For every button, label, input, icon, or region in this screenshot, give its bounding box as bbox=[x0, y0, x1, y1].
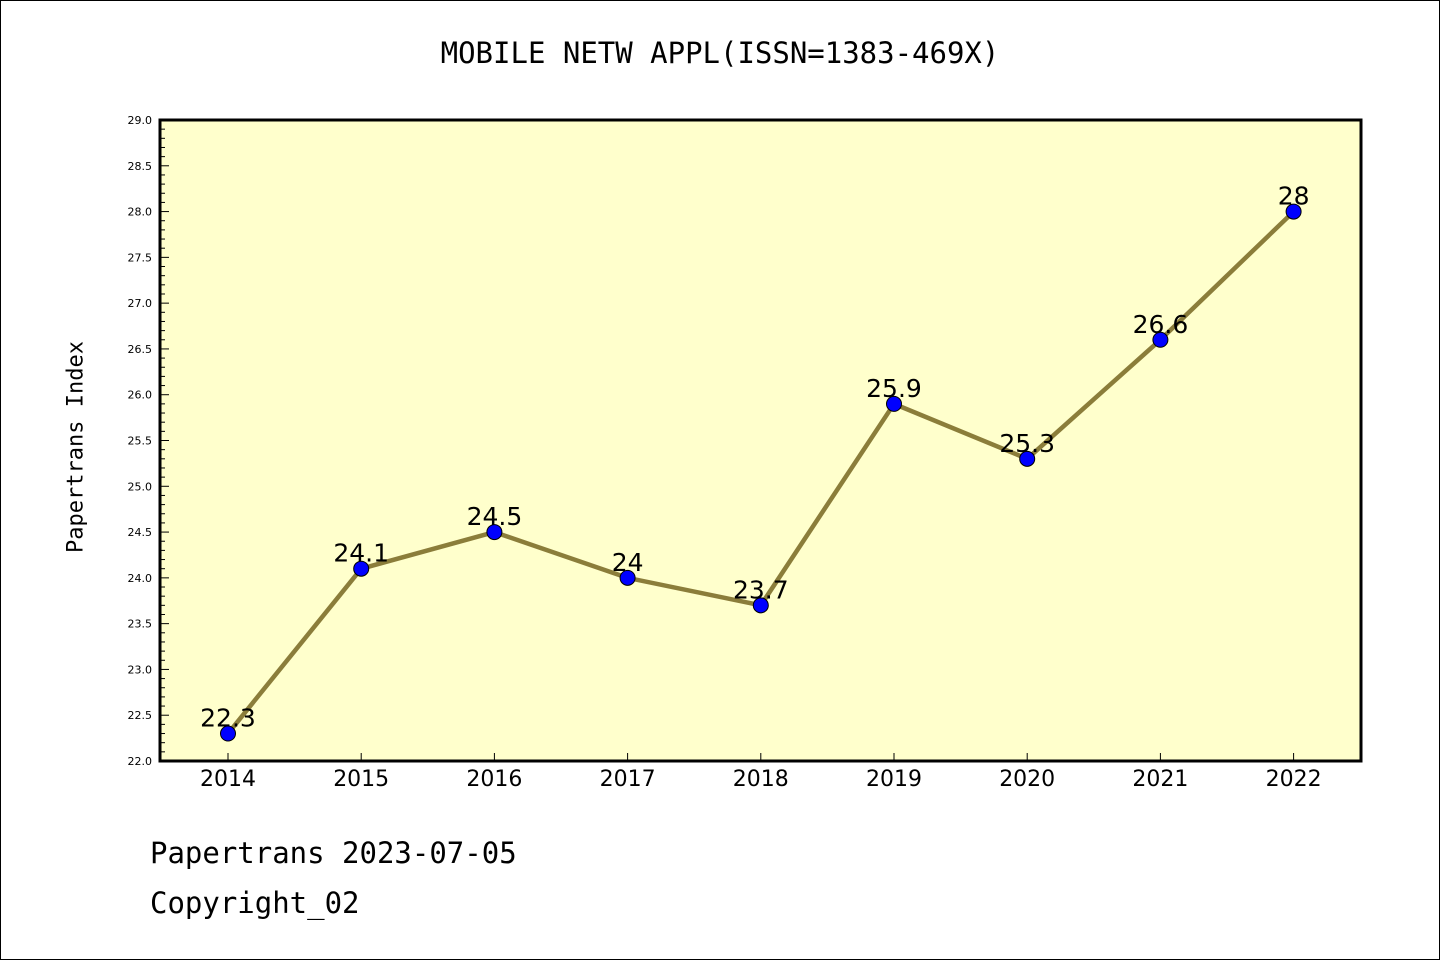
y-tick-label: 28.5 bbox=[128, 160, 153, 173]
y-tick-label: 25.5 bbox=[128, 435, 153, 448]
series-line bbox=[220, 203, 1302, 742]
data-point bbox=[1152, 331, 1169, 348]
plot-border bbox=[158, 118, 1363, 763]
x-tick-label: 2018 bbox=[733, 767, 789, 792]
data-point bbox=[1285, 203, 1302, 220]
footer-date: Papertrans 2023-07-05 bbox=[150, 836, 517, 870]
chart-title: MOBILE NETW APPL(ISSN=1383-469X) bbox=[440, 36, 1000, 70]
data-point bbox=[1019, 450, 1036, 467]
y-tick-label: 25.0 bbox=[128, 480, 153, 493]
y-tick-label: 27.0 bbox=[128, 297, 153, 310]
data-point bbox=[886, 395, 902, 412]
y-tick-label: 27.5 bbox=[128, 251, 153, 264]
data-label: 23.7 bbox=[733, 575, 789, 604]
data-label: 24.1 bbox=[333, 539, 389, 568]
x-tick-label: 2015 bbox=[333, 767, 389, 792]
data-label: 24 bbox=[612, 548, 644, 577]
y-tick-label: 26.0 bbox=[128, 389, 153, 402]
footer-copyright: Copyright_02 bbox=[150, 886, 360, 920]
x-tick-label: 2019 bbox=[866, 767, 922, 792]
x-tick-label: 2017 bbox=[600, 767, 656, 792]
x-tick-label: 2020 bbox=[999, 767, 1055, 792]
y-tick-label: 28.0 bbox=[128, 206, 153, 219]
data-label: 28 bbox=[1278, 182, 1310, 211]
data-label: 25.9 bbox=[866, 374, 922, 403]
x-tick-label: 2014 bbox=[200, 767, 256, 792]
y-tick-label: 23.5 bbox=[128, 618, 153, 631]
x-axis: 2014 2015 2016 2017 2018 2019 2020 2021 2022 bbox=[200, 753, 1322, 792]
plot-area bbox=[160, 120, 1361, 761]
x-tick-label: 2016 bbox=[466, 767, 522, 792]
x-tick-label: 2022 bbox=[1266, 767, 1322, 792]
y-tick-label: 23.0 bbox=[128, 663, 153, 676]
y-tick-label: 24.0 bbox=[128, 572, 153, 585]
data-label: 26.6 bbox=[1133, 310, 1189, 339]
y-tick-label: 22.5 bbox=[128, 709, 153, 722]
data-point bbox=[220, 725, 236, 742]
data-labels: 22.3 24.1 24.5 24 23.7 25.9 25.3 26.6 28 bbox=[200, 182, 1309, 733]
data-point bbox=[486, 524, 503, 541]
y-tick-label: 26.5 bbox=[128, 343, 153, 356]
y-tick-label: 24.5 bbox=[128, 526, 153, 539]
data-label: 22.3 bbox=[200, 704, 256, 733]
y-tick-label: 29.0 bbox=[128, 114, 153, 127]
data-point bbox=[619, 569, 636, 586]
x-tick-label: 2021 bbox=[1132, 767, 1188, 792]
data-point bbox=[752, 597, 769, 614]
data-label: 24.5 bbox=[467, 502, 523, 531]
data-label: 25.3 bbox=[999, 429, 1055, 458]
y-tick-label: 22.0 bbox=[128, 755, 153, 768]
data-point bbox=[353, 560, 370, 577]
